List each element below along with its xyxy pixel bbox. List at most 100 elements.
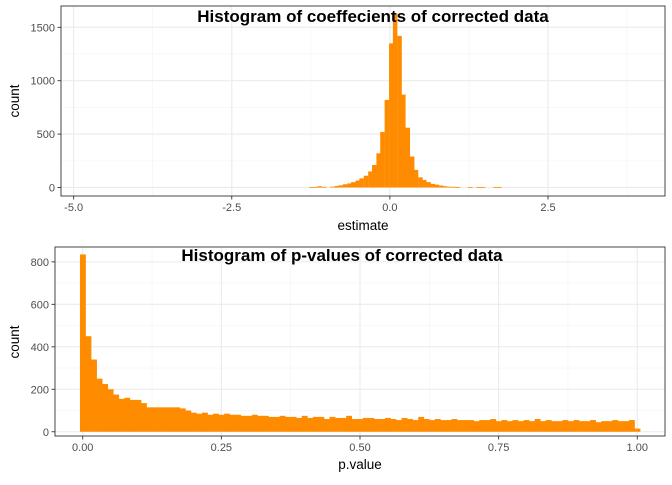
histogram-bar xyxy=(384,417,391,432)
histogram-bar xyxy=(434,419,441,432)
histogram-bar xyxy=(579,421,585,432)
histogram-bar xyxy=(455,187,460,188)
histogram-bar xyxy=(480,187,486,188)
histogram-bar xyxy=(179,408,186,432)
histogram-bar xyxy=(152,407,158,432)
histogram-bar xyxy=(373,419,380,432)
histogram-bar xyxy=(323,419,330,432)
histogram-bar xyxy=(540,421,547,432)
chart-title: Histogram of coeffecients of corrected d… xyxy=(197,7,549,26)
histogram-bar xyxy=(257,415,264,432)
histogram-bar xyxy=(401,94,406,188)
histogram-bar xyxy=(285,416,292,432)
histogram-bar xyxy=(218,414,225,432)
histogram-bar xyxy=(196,413,203,432)
histogram-bar xyxy=(307,417,314,432)
histogram-bar xyxy=(430,183,436,188)
axis-ticks: 0.00 0.25 0.50 0.75 1.00 0 200 400 600 800 xyxy=(31,257,648,454)
histogram-bar xyxy=(251,414,258,432)
panel-border xyxy=(60,5,666,197)
histogram-bar xyxy=(312,416,319,432)
histogram-bar xyxy=(118,398,125,432)
histogram-bar xyxy=(401,417,408,432)
histogram-bar xyxy=(606,421,613,432)
histogram-bar xyxy=(235,414,242,432)
histogram-bar xyxy=(190,412,197,432)
x-tick-label: 0.00 xyxy=(72,442,93,454)
histogram-bar xyxy=(335,417,341,432)
histogram-bar xyxy=(484,420,491,432)
histogram-bar xyxy=(91,359,97,432)
axis-ticks: -5.0 -2.5 0.0 2.5 0 500 1000 1500 xyxy=(31,22,556,214)
histogram-bar xyxy=(462,420,469,432)
histogram-bar xyxy=(612,420,619,432)
histogram-bar xyxy=(240,415,247,432)
histogram-bar xyxy=(573,420,580,432)
histogram-bar xyxy=(129,399,136,432)
histogram-bar xyxy=(185,410,192,432)
histogram-bar xyxy=(124,397,131,432)
histogram-bar xyxy=(413,169,419,188)
histogram-bar xyxy=(279,415,286,432)
histogram-bar xyxy=(246,415,253,432)
histogram-bar xyxy=(590,420,597,432)
histogram-bar xyxy=(468,187,473,188)
histogram-bar xyxy=(534,419,541,432)
histogram-bar xyxy=(146,407,153,432)
x-tick-label: 2.5 xyxy=(540,202,555,214)
histogram-bar xyxy=(445,420,452,432)
histogram-bar xyxy=(457,420,463,432)
histogram-bar xyxy=(363,175,369,188)
histogram-bar xyxy=(342,184,348,188)
histogram-bar xyxy=(476,187,481,188)
histogram-bar xyxy=(368,417,375,432)
histogram-bar xyxy=(168,407,175,432)
histogram-bar xyxy=(490,419,497,432)
histogram-bar xyxy=(451,186,457,188)
histogram-bar xyxy=(584,421,591,432)
x-tick-label: 0.50 xyxy=(349,442,370,454)
histogram-bar xyxy=(545,420,552,432)
histogram-bar xyxy=(357,419,364,432)
histogram-bar xyxy=(301,415,308,432)
histogram-bar xyxy=(135,399,142,432)
histogram-bar xyxy=(389,43,394,188)
histogram-bar xyxy=(397,35,402,188)
histogram-bar xyxy=(396,420,402,432)
histogram-bar xyxy=(330,186,335,188)
histogram-bar xyxy=(556,421,563,432)
y-tick-label: 1000 xyxy=(31,76,55,88)
histogram-bar xyxy=(493,187,498,188)
x-axis-label: estimate xyxy=(337,218,388,233)
histogram-bar xyxy=(412,420,419,432)
histogram-bar xyxy=(442,186,448,188)
histogram-bar xyxy=(567,421,574,432)
x-tick-label: -5.0 xyxy=(64,202,83,214)
histogram-bar xyxy=(384,99,390,188)
histogram-bar xyxy=(322,186,327,188)
histogram-bar xyxy=(213,413,219,432)
histogram-bar xyxy=(447,186,452,188)
histogram-bar xyxy=(418,416,425,432)
y-tick-label: 800 xyxy=(31,257,49,269)
histogram-bar xyxy=(429,420,436,432)
histogram-bar xyxy=(85,336,92,432)
x-tick-label: 0.25 xyxy=(211,442,232,454)
histogram-bar xyxy=(113,394,120,432)
histogram-bar xyxy=(551,421,558,432)
histogram-bar xyxy=(268,416,275,432)
histogram-bar xyxy=(634,428,641,432)
y-axis-label: count xyxy=(7,84,22,117)
x-tick-label: 0.0 xyxy=(382,202,397,214)
histogram-bar xyxy=(201,412,208,432)
histogram-bar xyxy=(340,417,347,432)
histogram-bar xyxy=(362,417,369,432)
histogram-bar xyxy=(318,416,325,432)
histogram-bar xyxy=(617,421,624,432)
x-tick-label: -2.5 xyxy=(222,202,241,214)
histogram-bar xyxy=(473,421,480,432)
histogram-bar xyxy=(501,420,508,432)
x-tick-label: 1.00 xyxy=(627,442,648,454)
